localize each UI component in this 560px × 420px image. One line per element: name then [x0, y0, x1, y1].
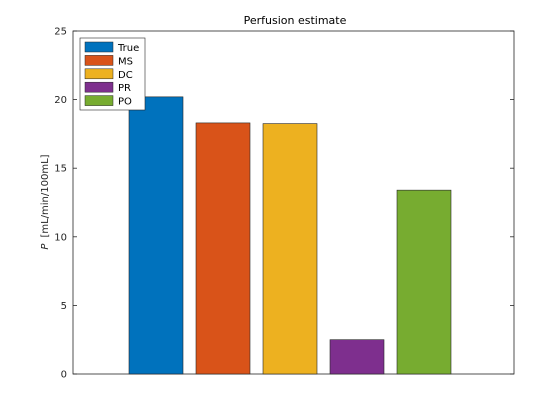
y-axis-label-symbol: P	[40, 243, 51, 250]
legend-label-pr: PR	[118, 83, 131, 94]
y-ticks-group: 0 5 10 15 20 25	[54, 27, 514, 381]
legend-items: True MS DC PR PO	[84, 41, 139, 108]
legend-swatch-ms	[84, 55, 114, 66]
bar-true	[128, 96, 184, 375]
y-tick-label: 15	[54, 164, 67, 175]
y-tick-label: 5	[61, 301, 67, 312]
chart-title: Perfusion estimate	[244, 14, 347, 27]
y-tick-label: 25	[54, 27, 67, 38]
y-tick-label: 10	[54, 232, 67, 243]
legend-label-po: PO	[118, 97, 132, 108]
bar-pr	[329, 339, 385, 375]
bar-dc	[262, 123, 318, 375]
legend: True MS DC PR PO	[79, 37, 146, 111]
y-tick-label: 20	[54, 95, 67, 106]
legend-swatch-dc	[84, 68, 114, 80]
bars-group	[128, 96, 452, 375]
y-axis-label: P [mL/min/100mL]	[40, 154, 51, 249]
legend-swatch-po	[84, 95, 114, 106]
bar-po	[396, 189, 452, 375]
legend-label-ms: MS	[118, 56, 133, 67]
bar-ms	[195, 122, 251, 375]
plot-area: 0 5 10 15 20 25	[54, 27, 515, 381]
y-axis-label-unit: [mL/min/100mL]	[40, 154, 51, 237]
legend-swatch-pr	[84, 81, 114, 93]
legend-label-dc: DC	[118, 70, 133, 81]
legend-label-true: True	[117, 43, 139, 54]
legend-swatch-true	[84, 41, 114, 53]
y-tick-label: 0	[61, 370, 67, 381]
